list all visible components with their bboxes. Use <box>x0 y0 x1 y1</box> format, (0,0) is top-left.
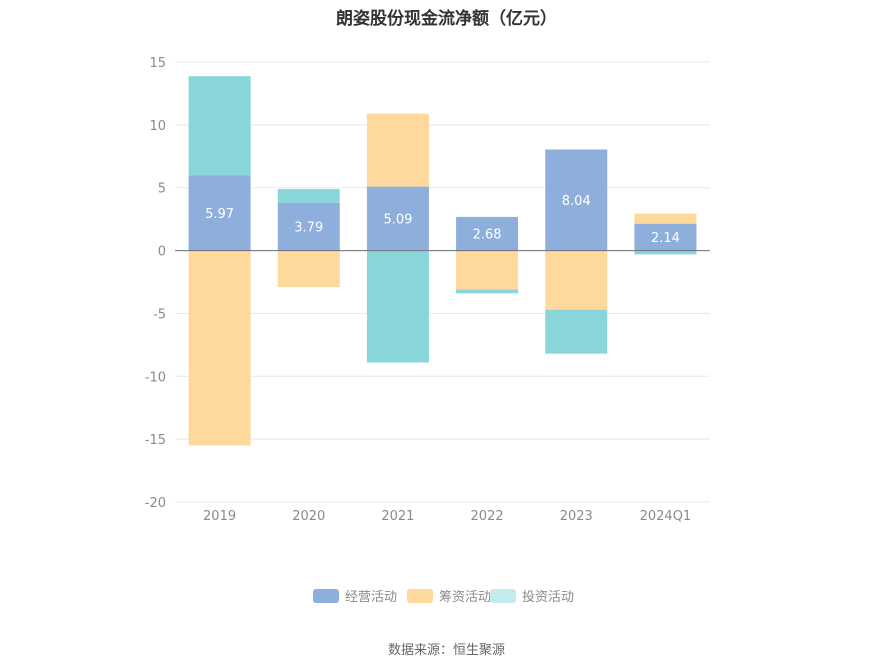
x-tick-label: 2024Q1 <box>640 509 692 524</box>
bar-经营活动-2020 <box>277 202 340 251</box>
y-tick-label: -10 <box>145 370 166 385</box>
grid-lines <box>175 61 710 503</box>
legend-item[interactable]: 投资活动 <box>490 589 574 605</box>
bar-投资活动-2023 <box>545 309 608 354</box>
chart-title: 朗姿股份现金流净额（亿元） <box>336 9 557 29</box>
legend-label: 投资活动 <box>522 589 574 605</box>
legend-label: 筹资活动 <box>439 589 491 605</box>
x-axis: 2019 2020 2021 2022 2023 2024Q1 <box>203 509 691 524</box>
bar-筹资活动-2020 <box>277 250 340 288</box>
y-tick-label: 0 <box>158 245 166 260</box>
bar-投资活动-2021 <box>366 250 429 363</box>
legend: 经营活动 筹资活动 投资活动 <box>313 589 574 605</box>
bar-筹资活动-2024Q1 <box>634 213 697 224</box>
bar-投资活动-2019 <box>188 76 251 176</box>
legend-item[interactable]: 筹资活动 <box>407 589 491 605</box>
data-label: 2.68 <box>473 228 502 243</box>
x-tick-label: 2023 <box>560 509 593 524</box>
x-tick-label: 2021 <box>381 509 414 524</box>
bar-经营活动-2021 <box>366 186 429 251</box>
legend-swatch <box>407 589 433 603</box>
x-tick-label: 2022 <box>471 509 504 524</box>
data-label: 2.14 <box>651 231 680 246</box>
bar-筹资活动-2019 <box>188 250 251 446</box>
x-tick-label: 2020 <box>292 509 325 524</box>
bar-经营活动-2024Q1 <box>634 223 697 251</box>
bar-筹资活动-2021 <box>366 113 429 187</box>
bars <box>188 76 697 446</box>
data-label: 5.09 <box>383 213 412 228</box>
data-label: 5.97 <box>205 207 234 222</box>
bar-投资活动-2020 <box>277 189 340 203</box>
y-tick-label: -5 <box>153 307 166 322</box>
data-labels: 5.97 3.79 5.09 2.68 8.04 2.14 <box>205 194 680 246</box>
legend-item[interactable]: 经营活动 <box>313 589 397 605</box>
legend-swatch <box>313 589 339 603</box>
legend-swatch <box>490 589 516 603</box>
bar-筹资活动-2022 <box>456 250 519 290</box>
y-tick-label: 15 <box>149 56 166 71</box>
bar-经营活动-2023 <box>545 149 608 251</box>
bar-经营活动-2022 <box>456 216 519 251</box>
y-tick-label: -15 <box>145 433 166 448</box>
y-axis: 15 10 5 0 -5 -10 -15 -20 <box>145 56 166 511</box>
bar-投资活动-2024Q1 <box>634 250 697 255</box>
bar-筹资活动-2023 <box>545 250 608 310</box>
y-tick-label: 10 <box>149 119 166 134</box>
data-label: 3.79 <box>294 221 323 236</box>
y-tick-label: 5 <box>158 182 166 197</box>
data-source: 数据来源：恒生聚源 <box>387 643 505 658</box>
y-tick-label: -20 <box>145 496 166 511</box>
bar-投资活动-2022 <box>456 289 519 294</box>
x-tick-label: 2019 <box>203 509 236 524</box>
bar-经营活动-2019 <box>188 175 251 251</box>
data-label: 8.04 <box>562 194 591 209</box>
legend-label: 经营活动 <box>345 590 397 605</box>
